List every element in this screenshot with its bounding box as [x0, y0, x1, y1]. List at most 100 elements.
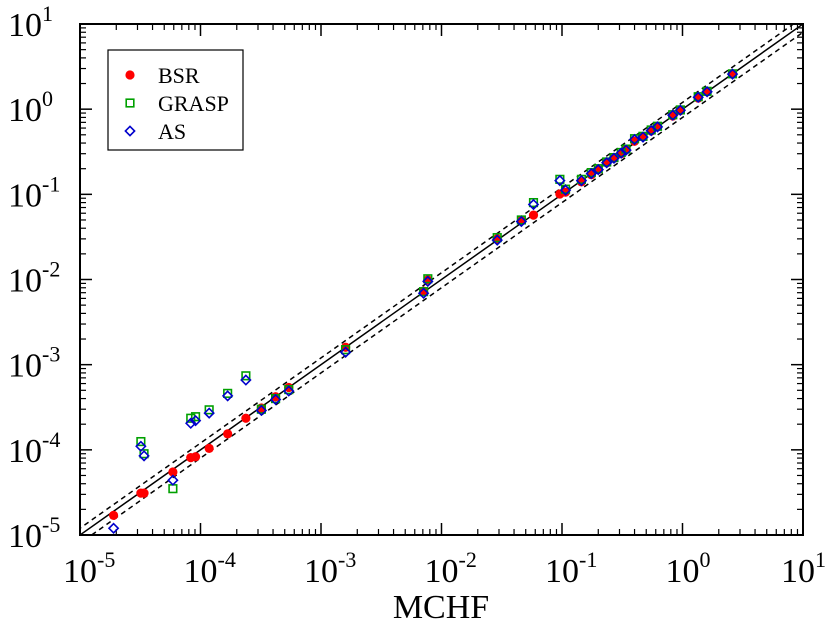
series-as — [107, 68, 739, 534]
legend-marker-bsr — [125, 70, 135, 80]
y-tick-label-base: 10 — [8, 92, 42, 129]
y-tick-label-exponent: -2 — [42, 257, 60, 282]
grasp-point — [168, 484, 178, 494]
as-point — [240, 374, 252, 386]
as-point — [608, 152, 620, 165]
plot-frame — [79, 23, 804, 536]
as-point — [592, 163, 605, 176]
as-point — [615, 147, 627, 159]
y-tick-label-base: 10 — [8, 263, 42, 300]
as-point — [107, 522, 120, 534]
x-tick-label: 10-2 — [425, 547, 477, 590]
y-tick-label-exponent: 0 — [42, 86, 53, 111]
legend-marker-grasp — [125, 98, 135, 108]
y-tick-label: 10-1 — [8, 171, 60, 214]
y-tick-label: 10-5 — [8, 512, 60, 555]
grasp-point — [186, 413, 196, 423]
as-point — [585, 167, 598, 180]
as-point — [651, 121, 664, 133]
as-point — [185, 417, 197, 430]
as-point — [417, 287, 430, 299]
legend-label-grasp: GRASP — [158, 91, 229, 116]
y-tick-label-exponent: -1 — [42, 171, 60, 196]
bsr-point — [108, 510, 119, 520]
y-tick-label-base: 10 — [8, 348, 42, 385]
as-point — [491, 234, 503, 246]
as-point — [600, 156, 613, 169]
as-point — [167, 474, 179, 486]
bsr-point — [241, 413, 251, 423]
as-point — [527, 198, 540, 211]
legend-marker-as — [124, 125, 136, 137]
y-tick-label: 10-2 — [8, 257, 60, 300]
x-tick-label: 10-5 — [63, 547, 115, 590]
y-tick-label-exponent: -4 — [42, 427, 60, 452]
grasp-point — [492, 233, 502, 243]
grasp-point — [190, 412, 201, 422]
x-tick-label: 10-1 — [545, 547, 597, 590]
x-tick-label: 100 — [666, 547, 711, 590]
grasp-point — [139, 449, 149, 459]
x-axis-title: MCHF — [393, 589, 489, 623]
as-point — [422, 275, 434, 288]
as-point — [726, 68, 739, 80]
bsr-point — [576, 177, 587, 187]
x-tick-label-base: 10 — [545, 553, 579, 590]
y-tick-label: 100 — [8, 86, 53, 129]
y-tick-label-base: 10 — [8, 177, 42, 214]
as-point — [701, 86, 713, 98]
grasp-point — [423, 274, 433, 284]
as-point — [674, 104, 687, 117]
as-point — [221, 390, 234, 402]
grasp-point — [340, 345, 351, 355]
bsr-point — [204, 443, 214, 453]
x-tick-label: 10-4 — [184, 547, 236, 590]
legend: BSR GRASP AS — [107, 49, 244, 151]
x-tick-label-base: 10 — [425, 553, 459, 590]
as-point — [628, 133, 641, 146]
x-tick-label-base: 10 — [781, 553, 815, 590]
x-tick-label-exponent: -4 — [218, 547, 236, 572]
x-tick-label-exponent: -3 — [338, 547, 356, 572]
as-point — [667, 109, 679, 121]
x-tick-label: 10-3 — [304, 547, 356, 590]
grasp-point — [241, 371, 251, 381]
as-point — [135, 440, 147, 453]
x-tick-label-exponent: -2 — [459, 547, 477, 572]
legend-label-as: AS — [158, 119, 186, 144]
bsr-point — [190, 452, 201, 462]
legend-label-bsr: BSR — [158, 63, 200, 88]
grasp-point — [223, 388, 233, 398]
x-tick-label-base: 10 — [304, 553, 338, 590]
y-tick-label: 101 — [8, 1, 53, 44]
as-point — [203, 407, 215, 419]
y-tick-label-exponent: -5 — [42, 512, 60, 537]
y-tick-label-base: 10 — [8, 433, 42, 470]
as-point — [515, 215, 528, 228]
as-point — [255, 404, 268, 417]
y-tick-label-exponent: 1 — [42, 1, 53, 26]
bsr-point — [139, 488, 149, 498]
bsr-point — [629, 136, 640, 146]
y-tick-label-base: 10 — [8, 7, 42, 44]
as-point — [138, 450, 150, 462]
as-point — [620, 144, 632, 156]
y-tick-label-exponent: -3 — [42, 342, 60, 367]
x-tick-label-exponent: 0 — [700, 547, 711, 572]
as-point — [283, 385, 295, 397]
data-points — [107, 68, 739, 534]
as-point — [559, 184, 572, 196]
bsr-point — [168, 467, 178, 477]
bsr-point — [528, 210, 539, 220]
x-tick-label-base: 10 — [63, 553, 97, 590]
as-point — [575, 174, 588, 187]
y-tick-label-base: 10 — [8, 518, 42, 555]
x-tick-label-exponent: -5 — [97, 547, 115, 572]
y-tick-label: 10-3 — [8, 342, 60, 385]
grasp-point — [136, 436, 146, 447]
